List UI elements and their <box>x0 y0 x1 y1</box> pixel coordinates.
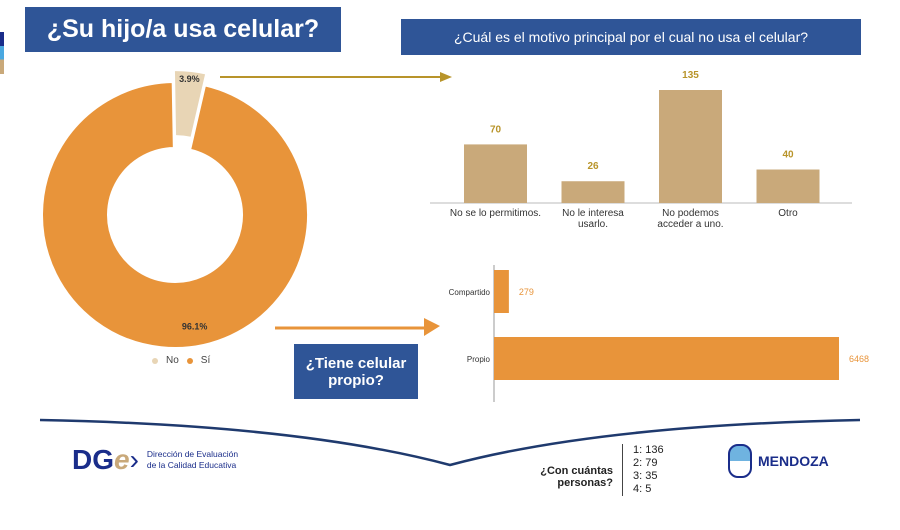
legend-no: No <box>166 355 179 366</box>
bar-value: 135 <box>682 70 699 81</box>
mendoza-shield-icon <box>728 444 752 478</box>
bar <box>464 144 527 203</box>
donut-slice-sí <box>41 80 309 349</box>
bar <box>561 181 625 203</box>
mendoza-logo: MENDOZA <box>728 444 829 478</box>
bar-category-label: No le interesa <box>562 208 624 219</box>
dge-logo: DGe› Dirección de Evaluación de la Calida… <box>72 444 239 475</box>
hbar-value: 6468 <box>849 354 869 364</box>
bar-category-label: No se lo permitimos. <box>450 208 541 219</box>
bar-category-label: usarlo. <box>578 219 608 230</box>
legend-si: Sí <box>200 355 211 366</box>
slice-label: 3.9% <box>179 74 200 84</box>
bar-value: 70 <box>490 124 502 135</box>
arrow-head-top <box>440 72 452 82</box>
hbar-category-label: Propio <box>467 355 491 364</box>
donut-legend: No Sí <box>152 355 210 366</box>
bar-category-label: acceder a uno. <box>657 219 723 230</box>
hbar-category-label: Compartido <box>449 288 491 297</box>
bar-value: 40 <box>782 150 794 161</box>
people-list: 1: 136 2: 79 3: 35 4: 5 <box>622 444 664 496</box>
hbar-value: 279 <box>519 287 534 297</box>
hbar-title: ¿Tiene celular propio? <box>294 344 418 399</box>
side-accent <box>0 32 4 74</box>
bar <box>659 90 722 203</box>
bar-category-label: Otro <box>778 208 798 219</box>
people-question: ¿Con cuántas personas? <box>540 465 613 489</box>
hbar <box>494 270 509 313</box>
phone-ownership-bar-chart: Compartido 279 Propio 6468 <box>449 265 869 402</box>
bar-chart-title: ¿Cuál es el motivo principal por el cual… <box>401 19 861 55</box>
donut-slice-no <box>172 69 208 139</box>
bar <box>756 169 820 203</box>
arrow-head-bottom <box>424 318 440 336</box>
bar-category-label: No podemos <box>662 208 719 219</box>
hbar <box>494 337 839 380</box>
bar-value: 26 <box>587 161 599 172</box>
footer-curve <box>39 418 861 467</box>
reason-bar-chart: 70 No se lo permitimos. 26 No le interesaus… <box>430 70 852 230</box>
slice-label: 96.1% <box>182 321 208 331</box>
donut-chart: 3.9% 96.1% <box>41 69 309 349</box>
main-title: ¿Su hijo/a usa celular? <box>25 7 341 52</box>
